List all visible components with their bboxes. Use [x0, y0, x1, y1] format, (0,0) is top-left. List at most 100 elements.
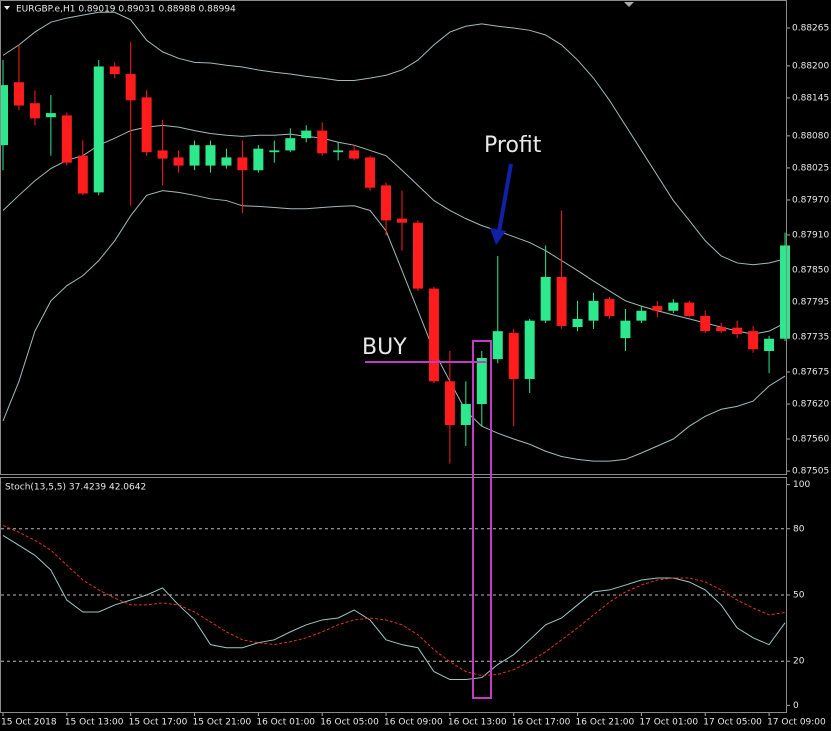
candle-body — [476, 357, 487, 405]
stoch-pane — [0, 477, 787, 713]
candle-body — [668, 302, 679, 311]
y-tick-label: 0.88025 — [792, 163, 829, 173]
y-tick-label: 0.87910 — [792, 230, 829, 240]
candle-body — [109, 66, 120, 75]
x-tick-label: 17 Oct 01:00 — [639, 718, 698, 728]
candle-body — [524, 320, 535, 379]
y-tick-label: 0.87735 — [792, 332, 829, 342]
y-tick-label: 0.87795 — [792, 298, 829, 308]
stoch-line — [2, 534, 786, 681]
candle-body — [556, 276, 567, 326]
candle-body — [397, 218, 407, 223]
candle-body — [588, 300, 599, 321]
y-tick-label: 0.87970 — [792, 195, 829, 205]
candle-body — [716, 327, 727, 332]
candle-body — [205, 145, 216, 166]
candle-body — [13, 82, 24, 106]
price-pane — [0, 0, 787, 475]
x-tick-label: 15 Oct 17:00 — [129, 718, 188, 728]
candle-body — [684, 302, 695, 316]
candle-body — [285, 138, 296, 151]
profit-arrow-head — [490, 228, 506, 245]
band-line — [2, 190, 786, 462]
profit-label: Profit — [484, 133, 542, 158]
x-tick-label: 16 Oct 01:00 — [256, 718, 315, 728]
candle-body — [173, 157, 184, 166]
candle-body — [604, 299, 615, 316]
candle-body — [301, 130, 312, 139]
candle-body — [333, 150, 344, 153]
candle-body — [700, 316, 711, 332]
candle-body — [29, 103, 40, 119]
candle-body — [269, 150, 280, 153]
y-tick-label: 0.88265 — [792, 23, 829, 33]
candle-body — [77, 155, 88, 194]
candle-body — [253, 148, 264, 171]
candle-body — [636, 310, 647, 321]
candle-body — [460, 404, 471, 426]
y-tick-label: 0.87560 — [792, 435, 829, 445]
candle-body — [780, 245, 791, 339]
candle-body — [428, 288, 439, 382]
x-tick-label: 15 Oct 13:00 — [65, 718, 124, 728]
profit-arrow-shaft — [497, 163, 513, 233]
candle-body — [732, 327, 743, 335]
stoch-title: Stoch(13,5,5) 37.4239 42.0642 — [5, 483, 146, 493]
candle-body — [237, 157, 248, 171]
candle-body — [652, 306, 663, 311]
candle-body — [157, 150, 168, 159]
candle-body — [45, 113, 56, 118]
y-tick-label: 0.88080 — [792, 131, 829, 141]
candle-body — [221, 157, 232, 166]
stoch-line — [2, 525, 786, 677]
y-tick-label: 0.87675 — [792, 367, 829, 377]
x-tick-label: 16 Oct 17:00 — [512, 718, 571, 728]
band-line — [2, 124, 786, 335]
x-tick-label: 17 Oct 09:00 — [767, 718, 826, 728]
x-tick-label: 16 Oct 21:00 — [576, 718, 635, 728]
candle-body — [189, 145, 200, 166]
y-tick-label: 0.87505 — [792, 467, 829, 477]
menu-triangle — [4, 6, 10, 10]
y-tick-label: 50 — [793, 591, 805, 601]
candle-body — [349, 150, 360, 159]
candle-body — [93, 66, 104, 193]
x-tick-label: 15 Oct 2018 — [1, 718, 57, 728]
candle-body — [620, 320, 631, 339]
x-tick-label: 17 Oct 05:00 — [703, 718, 762, 728]
candle-body — [540, 276, 551, 321]
candle-body — [508, 332, 519, 379]
candle-body — [492, 331, 503, 360]
signal-box — [472, 340, 492, 699]
candle-body — [141, 97, 152, 153]
shift-marker — [624, 2, 634, 7]
x-tick-label: 16 Oct 09:00 — [384, 718, 443, 728]
y-tick-label: 80 — [793, 524, 805, 534]
candle-body — [317, 130, 328, 154]
candle-body — [412, 222, 423, 289]
x-tick-label: 15 Oct 21:00 — [193, 718, 252, 728]
candle-body — [764, 338, 775, 351]
band-line — [2, 11, 786, 266]
candle-body — [125, 74, 136, 101]
y-tick-label: 0.88145 — [792, 93, 829, 103]
candle-body — [572, 318, 583, 328]
y-tick-label: 20 — [793, 657, 805, 667]
y-tick-label: 0.87620 — [792, 400, 829, 410]
y-tick-label: 0 — [793, 701, 799, 711]
x-tick-label: 16 Oct 05:00 — [320, 718, 379, 728]
x-tick-label: 16 Oct 13:00 — [448, 718, 507, 728]
candle-body — [0, 85, 8, 146]
chart-title: EURGBP.e,H1 0.89019 0.89031 0.88988 0.88… — [16, 5, 236, 15]
annotation-layer: BUY Profit — [362, 133, 542, 699]
buy-label: BUY — [362, 335, 407, 360]
candle-body — [365, 157, 376, 188]
candle-body — [444, 381, 455, 426]
candle-body — [381, 185, 392, 221]
candle-body — [61, 115, 72, 163]
background-layer: 0.88265 0.88200 0.88145 0.88080 0.88025 0.879… — [0, 11, 829, 728]
y-tick-label: 0.87850 — [792, 265, 829, 275]
candle-body — [748, 331, 759, 350]
